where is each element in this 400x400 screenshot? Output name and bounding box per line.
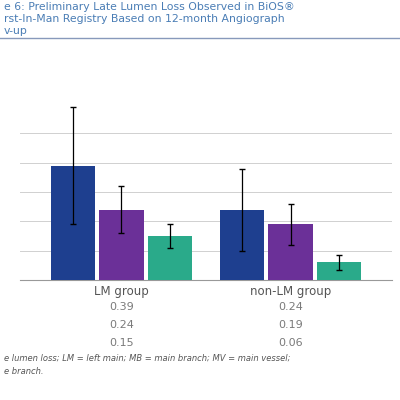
Bar bbox=[220, 210, 264, 280]
Bar bbox=[317, 262, 361, 280]
Text: e branch.: e branch. bbox=[4, 367, 44, 376]
Bar bbox=[148, 236, 192, 280]
Text: e lumen loss; LM = left main; MB = main branch; MV = main vessel;: e lumen loss; LM = left main; MB = main … bbox=[4, 354, 290, 363]
Text: 0.39: 0.39 bbox=[109, 302, 134, 312]
Text: e 6: Preliminary Late Lumen Loss Observed in BiOS®: e 6: Preliminary Late Lumen Loss Observe… bbox=[4, 2, 295, 12]
Bar bbox=[99, 210, 144, 280]
Text: 0.15: 0.15 bbox=[109, 338, 134, 348]
Text: v-up: v-up bbox=[4, 26, 28, 36]
Bar bbox=[51, 166, 95, 280]
Text: 0.19: 0.19 bbox=[278, 320, 303, 330]
Bar bbox=[268, 224, 313, 280]
Text: rst-In-Man Registry Based on 12-month Angiograph: rst-In-Man Registry Based on 12-month An… bbox=[4, 14, 285, 24]
Text: 0.24: 0.24 bbox=[109, 320, 134, 330]
Text: 0.06: 0.06 bbox=[278, 338, 303, 348]
Text: 0.24: 0.24 bbox=[278, 302, 303, 312]
